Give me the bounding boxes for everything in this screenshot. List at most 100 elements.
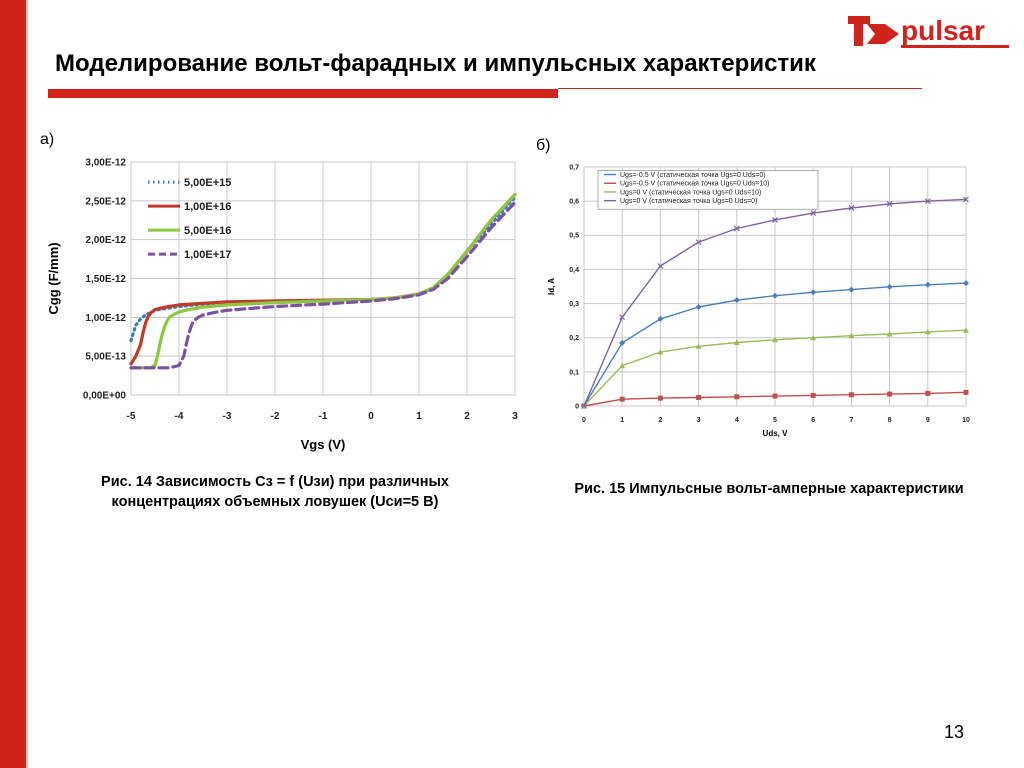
page-number: 13 [943,722,964,742]
title-underline-thin [558,88,922,89]
data-point [657,263,664,269]
x-tick-label: 0 [582,417,586,424]
data-point [734,394,740,400]
x-tick-label: 2 [464,411,470,422]
caption-fig14: Рис. 14 Зависимость Сз = f (Uзи) при раз… [60,472,490,512]
data-point [924,328,931,335]
data-point [619,362,626,369]
data-point [810,334,817,341]
legend-label: 5,00E+15 [184,177,231,189]
legend-label: Ugs=-0.5 V (статическая точка Ugs=0 Uds=… [620,172,766,179]
y-tick-label: 2,50E-12 [85,196,126,207]
data-point [619,339,626,346]
series-3 [581,327,969,409]
logo-mark-icon [848,16,899,46]
capacitance-chart: -5 -4 -3 -2 -1 0 1 2 3 0,00E+00 5,00E-13 1,00E-12 1,… [46,158,518,453]
x-tick-label: 0 [368,411,374,422]
x-tick-label: 1 [416,411,422,422]
series-4 [129,200,517,370]
data-point [963,389,969,395]
figure-label-b: б) [536,137,551,154]
data-point [657,349,664,355]
left-accent-edge [26,0,28,768]
data-point [848,332,855,339]
data-point [810,210,817,217]
y-tick-label: 0,3 [569,301,579,308]
data-point [657,315,664,322]
data-point [772,336,778,343]
x-tick-label: -5 [127,411,136,422]
data-point [810,289,817,296]
data-point [772,216,778,223]
pulsar-logo: pulsar [848,15,1009,48]
series-4 [581,196,969,409]
x-tick-label: 3 [512,411,518,422]
y-axis-title: Id, A [547,278,556,295]
data-point [619,396,625,402]
caption-fig15: Рис. 15 Импульсные вольт-амперные характ… [574,481,964,497]
data-point [924,281,931,288]
x-tick-label: 7 [849,417,853,424]
data-point [848,286,855,293]
legend-label: Ugs=0 V (статическая точка Ugs=0 Uds=0) [620,198,757,205]
x-tick-label: 2 [658,417,662,424]
legend-label: 5,00E+16 [184,225,231,237]
data-point [772,292,778,299]
data-point [886,200,893,207]
data-point [963,280,969,287]
title-underline-thick [48,89,558,98]
x-tick-label: -4 [175,411,184,422]
x-tick-label: 5 [773,417,777,424]
legend-label: Ugs=-0.5 V (статическая точка Ugs=0 Uds=… [620,181,769,188]
y-tick-label: 0,00E+00 [83,391,127,402]
x-tick-label: 6 [811,417,815,424]
legend-label: 1,00E+16 [184,201,231,213]
legend: Ugs=-0.5 V (статическая точка Ugs=0 Uds=… [597,170,819,210]
x-axis-title: Vgs (V) [301,437,346,452]
y-tick-label: 0 [575,403,579,410]
logo-text: pulsar [901,15,985,46]
data-point [924,198,931,205]
data-point [581,403,587,409]
slide-title: Моделирование вольт-фарадных и импульсны… [55,50,816,77]
y-axis-title: Cgg (F/mm) [46,242,61,314]
data-point [733,297,740,304]
x-tick-label: -2 [271,411,280,422]
x-axis-title: Uds, V [763,429,789,438]
data-point [619,314,626,321]
data-point [848,392,854,398]
y-tick-label: 0,5 [569,233,579,240]
left-accent-bar [0,0,26,768]
y-tick-label: 0,4 [569,267,579,274]
y-tick-label: 0,6 [569,199,579,206]
data-point [963,196,969,203]
data-point [695,343,702,349]
data-point [696,394,702,400]
legend-box [597,170,819,210]
y-tick-label: 2,00E-12 [85,235,126,246]
data-point [733,225,740,232]
data-point [810,392,816,398]
current-voltage-chart: 0 1 2 3 4 5 6 7 8 9 10 0 0,1 0,2 0,3 0,4 0,5 0,6 0,7 Uds, V… [547,164,970,438]
y-tick-label: 0,7 [569,164,579,171]
legend-label: 1,00E+17 [184,249,231,261]
x-tick-label: -1 [319,411,328,422]
y-tick-label: 0,1 [569,369,579,376]
x-tick-label: 9 [926,417,930,424]
data-point [772,393,778,399]
data-point [925,390,931,396]
x-tick-label: 3 [697,417,701,424]
data-point [848,205,855,211]
data-point [886,283,893,290]
data-point [963,327,969,333]
x-tick-label: -3 [223,411,232,422]
data-point [695,239,702,246]
y-tick-label: 0,2 [569,335,579,342]
data-point [886,330,893,337]
figure-label-a: а) [40,131,55,148]
x-tick-label: 1 [620,417,624,424]
caption-fig14-line1: Рис. 14 Зависимость Сз = f (Uзи) при раз… [101,474,449,490]
legend-label: Ugs=0 V (статическая точка Ugs=0 Uds=10) [620,189,761,196]
caption-fig14-line2: концентрациях объемных ловушек (Uси=5 В) [111,494,439,510]
y-tick-label: 5,00E-13 [85,352,126,363]
